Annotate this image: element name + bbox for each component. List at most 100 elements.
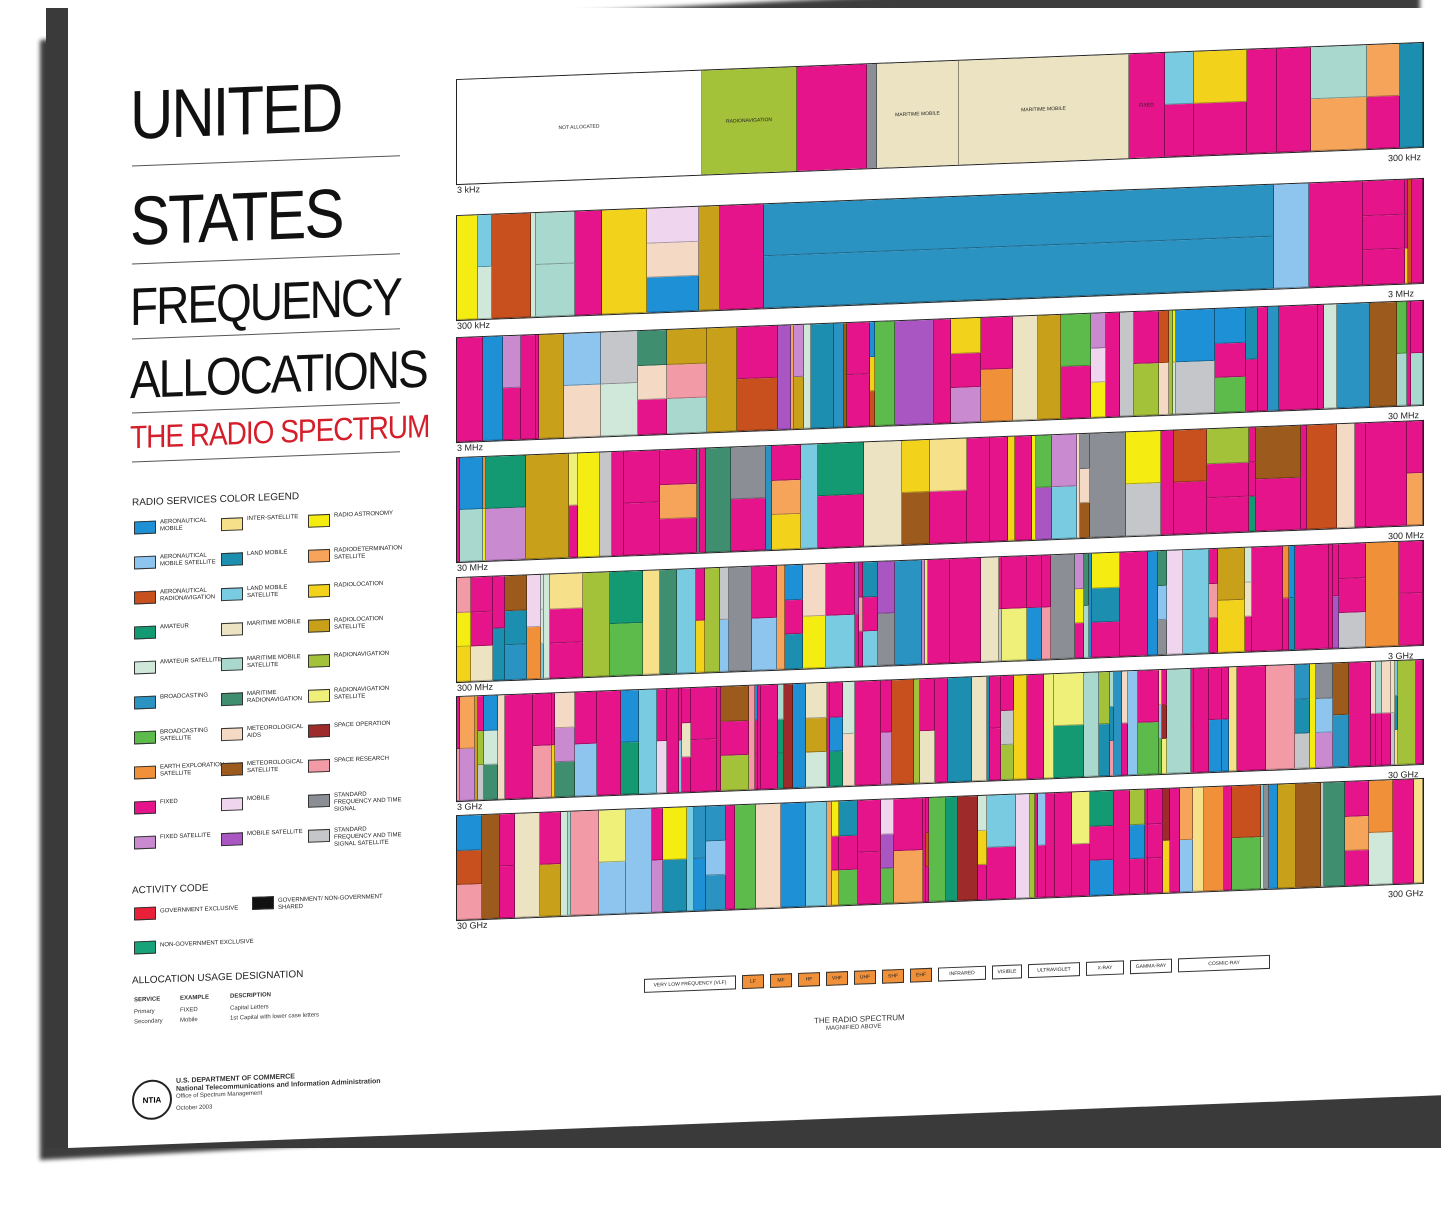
allocation-cell — [505, 610, 527, 646]
allocation-cell — [928, 559, 950, 664]
allocation-cell — [460, 696, 475, 749]
legend-label: BROADCASTING — [160, 692, 209, 701]
legend-label: STANDARD FREQUENCY AND TIME SIGNAL SATEL… — [334, 826, 402, 848]
allocation-cell — [515, 812, 540, 918]
allocation-cell — [806, 717, 827, 753]
legend-swatch — [134, 520, 156, 535]
title-united: UNITED — [130, 68, 342, 154]
legend-swatch — [221, 762, 243, 777]
allocation-cell — [1134, 311, 1159, 365]
allocation-cell — [1138, 670, 1159, 723]
allocation-cell — [843, 681, 855, 735]
allocation-cell — [772, 479, 801, 516]
allocation-cell — [526, 453, 569, 560]
spectrum-segment: GAMMA-RAY — [1130, 958, 1172, 975]
allocation-cell — [696, 568, 705, 621]
allocation-cell — [951, 352, 981, 389]
legend-label: MARITIME RADIONAVIGATION — [247, 689, 303, 705]
legend-label: SPACE OPERATION — [334, 720, 391, 729]
allocation-cell — [1237, 665, 1266, 772]
allocation-cell — [1084, 672, 1099, 777]
allocation-cell — [1207, 462, 1249, 499]
legend-label: RADIONAVIGATION SATELLITE — [334, 685, 390, 701]
allocation-cell — [1355, 423, 1366, 528]
allocation-cell — [498, 695, 505, 800]
allocation-cell — [1027, 607, 1042, 661]
allocation-cell — [1036, 487, 1052, 540]
allocation-cell — [599, 861, 626, 915]
allocation-cell — [1130, 858, 1145, 895]
allocation-cell — [847, 322, 870, 376]
allocation-cell — [1159, 362, 1169, 416]
allocation-cell — [550, 573, 583, 610]
legend-label: SPACE RESEARCH — [334, 755, 389, 764]
frequency-band — [456, 177, 1424, 322]
allocation-cell — [855, 680, 881, 786]
allocation-cell — [647, 206, 699, 244]
legend-swatch — [308, 758, 330, 773]
allocation-cell — [705, 567, 720, 673]
allocation-cell — [1148, 858, 1163, 894]
legend-label: MARITIME MOBILE — [247, 619, 301, 628]
allocation-cell — [987, 846, 1016, 900]
allocation-cell — [639, 689, 657, 795]
allocation-cell — [657, 740, 667, 794]
allocation-cell — [729, 566, 752, 672]
title-allocations: ALLOCATIONS — [130, 338, 427, 410]
allocation-cell — [643, 570, 660, 675]
allocation-cell — [784, 684, 793, 789]
allocation-cell — [660, 448, 697, 485]
allocation-cell — [881, 732, 892, 785]
allocation-cell — [1130, 789, 1145, 825]
usage-column-header: DESCRIPTION — [230, 992, 272, 1000]
allocation-cell — [1295, 664, 1310, 700]
frequency-band — [456, 299, 1424, 444]
allocation-cell — [621, 742, 639, 795]
allocation-cell — [503, 387, 521, 441]
allocation-cell — [826, 614, 855, 668]
allocation-cell — [1061, 365, 1091, 419]
allocation-cell — [1247, 48, 1277, 154]
allocation-cell — [691, 739, 717, 793]
allocation-cell — [1120, 551, 1148, 657]
allocation-cell — [667, 363, 707, 400]
allocation-cell — [930, 490, 967, 544]
spectrum-sub: MAGNIFIED ABOVE — [826, 1023, 882, 1032]
allocation-cell — [1180, 839, 1193, 893]
allocation-cell — [1091, 313, 1106, 349]
allocation-cell — [772, 514, 801, 550]
legend-swatch — [221, 622, 243, 637]
legend-swatch — [308, 513, 330, 528]
allocation-cell — [1055, 792, 1072, 898]
allocation-cell — [864, 440, 902, 547]
allocation-cell — [785, 564, 803, 601]
legend-label: FIXED SATELLITE — [160, 832, 211, 841]
allocation-cell — [948, 677, 972, 783]
allocation-cell — [1027, 674, 1044, 780]
allocation-cell — [599, 809, 626, 863]
allocation-cell — [720, 204, 764, 310]
allocation-cell — [484, 764, 498, 801]
allocation-cell — [1038, 793, 1046, 846]
allocation-cell — [1052, 486, 1077, 540]
allocation-cell — [657, 688, 667, 742]
allocation-cell — [1307, 424, 1337, 530]
allocation-cell — [540, 864, 561, 917]
allocation-cell: MARITIME MOBILE — [959, 54, 1129, 165]
allocation-cell — [777, 565, 785, 670]
allocation-cell — [1183, 549, 1209, 655]
legend-swatch — [221, 692, 243, 707]
allocation-cell — [626, 808, 652, 914]
usage-cell: FIXED — [180, 1007, 198, 1014]
allocation-cell — [987, 794, 1016, 848]
legend-swatch — [221, 797, 243, 812]
allocation-cell — [602, 208, 647, 315]
legend-label: RADIOLOCATION — [334, 580, 384, 589]
allocation-cell — [1411, 300, 1423, 354]
allocation-cell — [536, 211, 575, 266]
allocation-cell — [1295, 733, 1310, 769]
allocation-cell — [1080, 433, 1090, 469]
allocation-cell — [1075, 553, 1084, 589]
spectrum-segment: ULTRAVIOLET — [1028, 962, 1080, 979]
allocation-cell — [540, 812, 561, 865]
